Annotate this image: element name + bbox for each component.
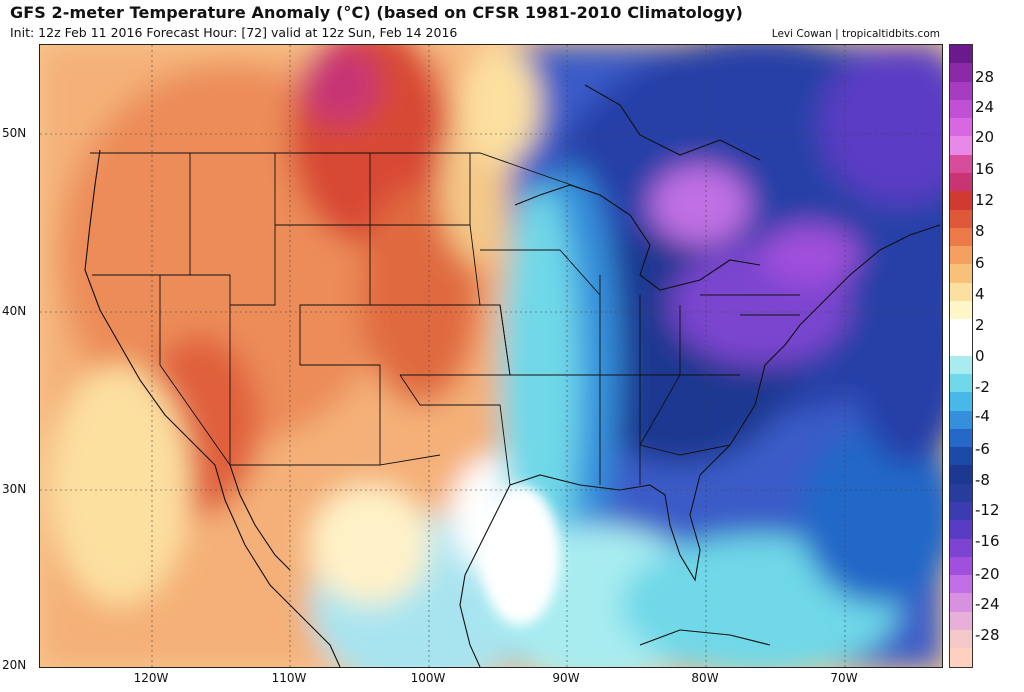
colorbar-swatch	[950, 136, 972, 155]
colorbar-swatch	[950, 447, 972, 466]
map-canvas	[40, 45, 942, 667]
lat-label-50n: 50N	[2, 126, 27, 140]
colorbar-swatch	[950, 319, 972, 338]
colorbar-label: -2	[975, 378, 990, 396]
colorbar-swatch	[950, 575, 972, 594]
colorbar-swatch	[950, 502, 972, 521]
anomaly-map	[39, 44, 943, 668]
colorbar-label: -24	[975, 595, 1000, 613]
colorbar-swatch	[950, 392, 972, 411]
colorbar-label: 2	[975, 316, 985, 334]
colorbar-swatch	[950, 648, 972, 667]
colorbar-swatch	[950, 483, 972, 503]
colorbar-swatch	[950, 154, 972, 173]
lon-label-70w: 70W	[830, 671, 858, 685]
colorbar-swatch	[950, 63, 972, 82]
colorbar-swatch	[950, 282, 972, 301]
colorbar-label: -20	[975, 565, 1000, 583]
colorbar-swatch	[950, 172, 972, 192]
lon-label-120w: 120W	[133, 671, 169, 685]
colorbar-swatch	[950, 538, 972, 557]
colorbar-label: 24	[975, 98, 995, 116]
credit-text: Levi Cowan | tropicaltidbits.com	[771, 28, 940, 40]
colorbar-swatch	[950, 191, 972, 210]
colorbar-swatch	[950, 264, 972, 283]
colorbar	[949, 44, 973, 668]
colorbar-swatch	[950, 81, 972, 100]
colorbar-swatch	[950, 611, 972, 630]
colorbar-swatch	[950, 99, 972, 119]
colorbar-swatch	[950, 355, 972, 375]
colorbar-label: 28	[975, 68, 995, 86]
colorbar-label: -8	[975, 471, 990, 489]
colorbar-swatch	[950, 428, 972, 448]
colorbar-label: 16	[975, 160, 995, 178]
lat-label-40n: 40N	[2, 304, 27, 318]
colorbar-swatch	[950, 520, 972, 539]
state-borders	[90, 152, 800, 486]
map-title: GFS 2-meter Temperature Anomaly (°C) (ba…	[10, 3, 743, 22]
colorbar-swatch	[950, 593, 972, 612]
colorbar-label: 0	[975, 347, 985, 365]
colorbar-label: -12	[975, 501, 1000, 519]
lon-label-90w: 90W	[552, 671, 580, 685]
colorbar-label: -4	[975, 407, 990, 425]
anomaly-field	[40, 45, 942, 667]
colorbar-label: 20	[975, 128, 995, 146]
colorbar-swatch	[950, 556, 972, 576]
colorbar-swatch	[950, 465, 972, 484]
colorbar-swatch	[950, 300, 972, 320]
graticule	[40, 45, 942, 667]
map-subtitle: Init: 12z Feb 11 2016 Forecast Hour: [72…	[10, 25, 458, 40]
zero-band	[480, 485, 560, 625]
colorbar-swatch	[950, 209, 972, 228]
colorbar-swatch	[950, 118, 972, 137]
colorbar-label: -16	[975, 532, 1000, 550]
colorbar-swatch	[950, 227, 972, 247]
colorbar-label: -28	[975, 626, 1000, 644]
colorbar-swatch	[950, 630, 972, 649]
lat-label-20n: 20N	[2, 658, 27, 672]
lat-label-30n: 30N	[2, 482, 27, 496]
lon-label-100w: 100W	[410, 671, 446, 685]
colorbar-swatch	[950, 410, 972, 429]
lon-label-80w: 80W	[691, 671, 719, 685]
colorbar-label: 4	[975, 285, 985, 303]
colorbar-swatch	[950, 246, 972, 265]
colorbar-label: 12	[975, 191, 995, 209]
coastlines	[84, 84, 941, 667]
colorbar-swatch	[950, 337, 972, 356]
colorbar-swatch	[950, 45, 972, 64]
lon-label-110w: 110W	[271, 671, 307, 685]
colorbar-swatch	[950, 374, 972, 393]
colorbar-label: 6	[975, 254, 985, 272]
colorbar-label: -6	[975, 440, 990, 458]
colorbar-label: 8	[975, 222, 985, 240]
